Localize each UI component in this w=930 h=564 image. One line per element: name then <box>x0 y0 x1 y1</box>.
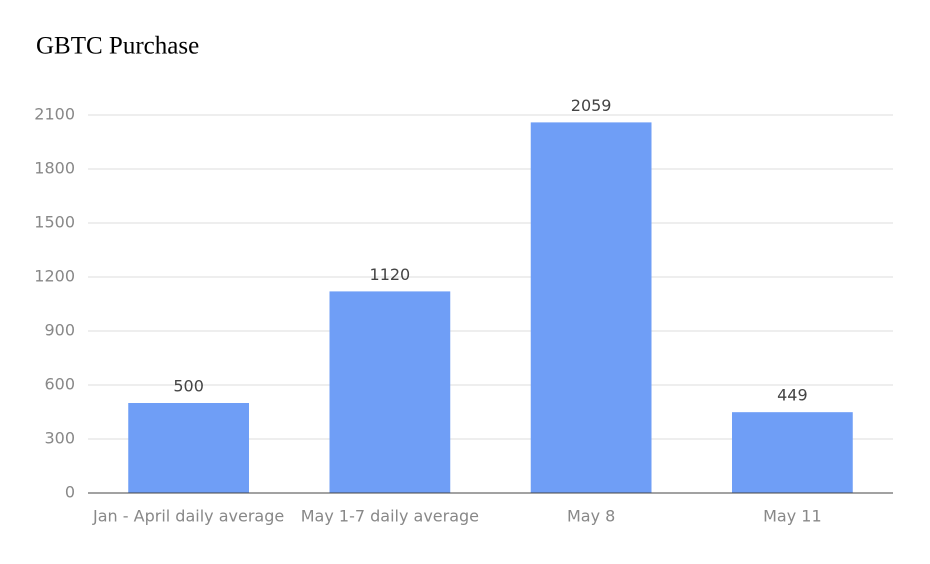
y-tick-label: 900 <box>44 321 75 340</box>
data-label: 2059 <box>571 96 612 115</box>
x-tick-label: May 11 <box>763 507 822 526</box>
x-tick-label: Jan - April daily average <box>92 507 284 526</box>
data-label: 500 <box>173 377 204 396</box>
data-label: 449 <box>777 386 808 405</box>
y-tick-label: 1200 <box>34 267 75 286</box>
y-tick-label: 1500 <box>34 213 75 232</box>
bar <box>128 403 249 493</box>
data-label: 1120 <box>370 265 411 284</box>
y-tick-label: 2100 <box>34 105 75 124</box>
x-tick-label: May 1-7 daily average <box>301 507 479 526</box>
y-tick-label: 1800 <box>34 159 75 178</box>
x-tick-label: May 8 <box>567 507 615 526</box>
y-tick-label: 300 <box>44 429 75 448</box>
bar <box>732 412 853 493</box>
y-tick-label: 600 <box>44 375 75 394</box>
bar <box>329 291 451 493</box>
chart-title: GBTC Purchase <box>36 33 199 60</box>
y-tick-label: 0 <box>65 483 75 502</box>
bar <box>530 122 652 493</box>
